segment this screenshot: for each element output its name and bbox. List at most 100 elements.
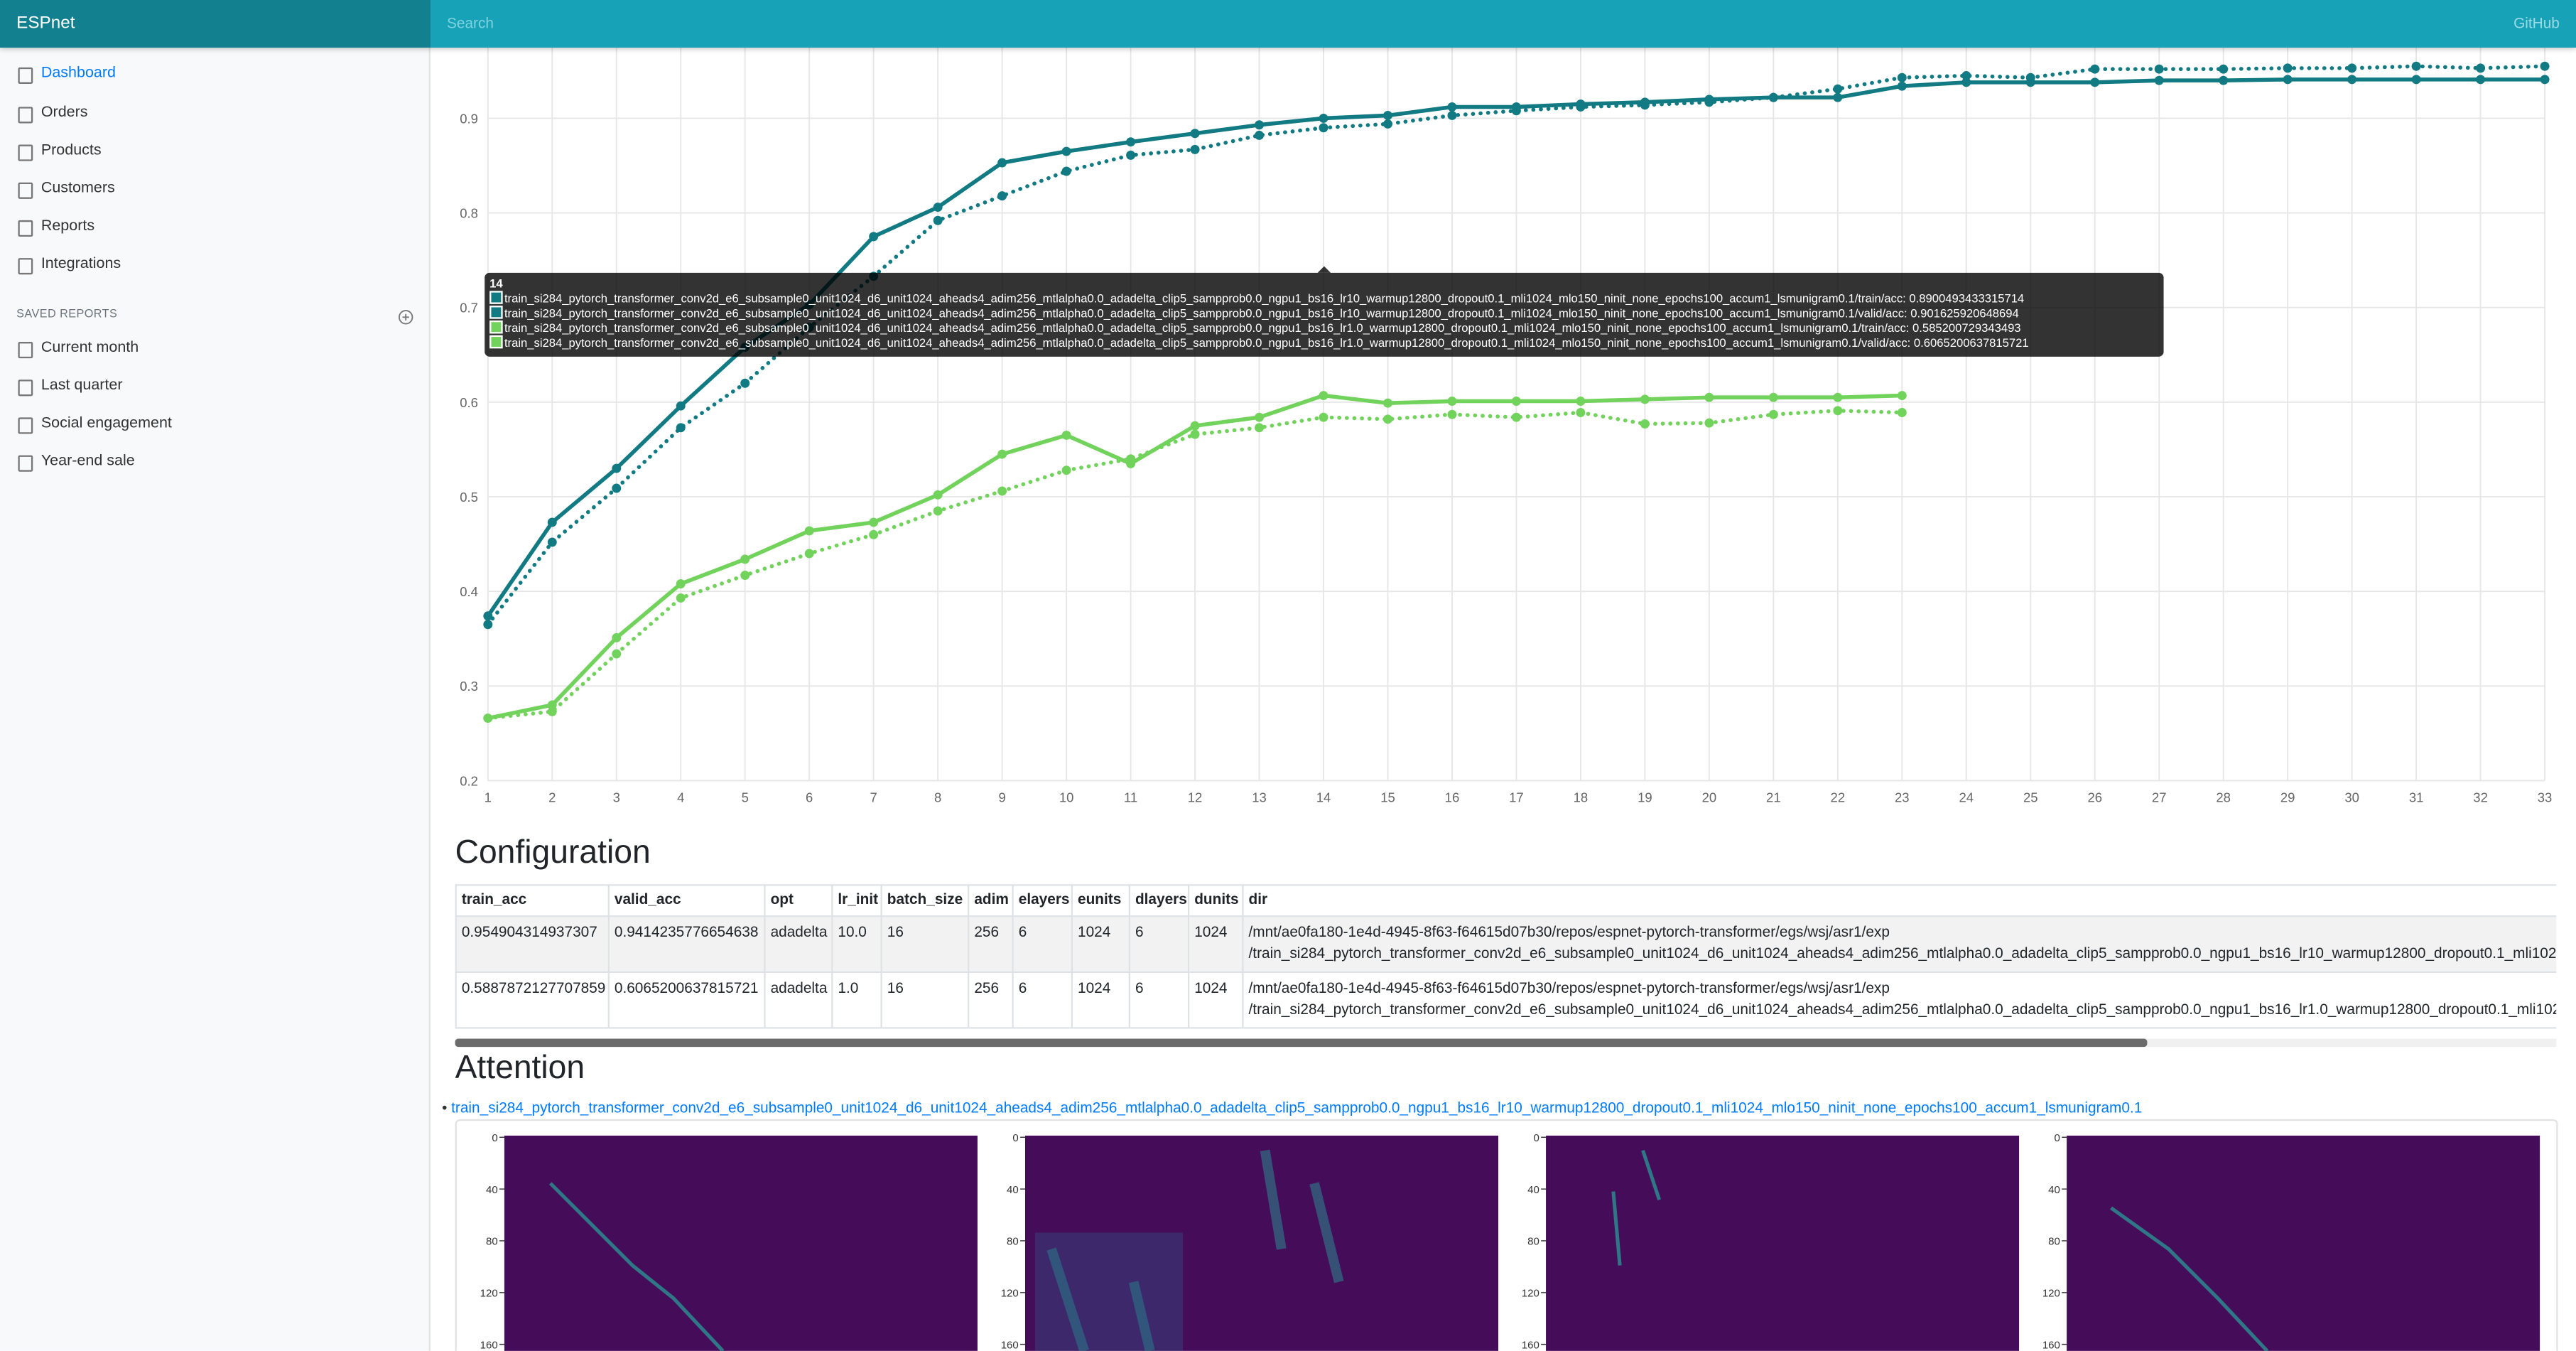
data-point bbox=[2154, 64, 2164, 74]
table-cell: 6 bbox=[1012, 971, 1073, 1029]
data-point bbox=[1255, 120, 1265, 130]
attention-pattern bbox=[1034, 1232, 1183, 1351]
column-header: elayers bbox=[1012, 884, 1073, 917]
x-tick-label: 6 bbox=[806, 790, 813, 805]
table-cell: 1.0 bbox=[831, 971, 882, 1029]
data-point bbox=[997, 191, 1007, 201]
data-point bbox=[612, 463, 622, 473]
tooltip-text: train_si284_pytorch_transformer_conv2d_e… bbox=[504, 306, 2019, 321]
x-tick-label: 27 bbox=[2152, 790, 2167, 805]
data-point bbox=[740, 378, 750, 388]
top-bar: ESPnet Search GitHub bbox=[0, 0, 2576, 48]
table-row: 0.5887872127707859 0.6065200637815721 adad… bbox=[455, 971, 2557, 1029]
scrollbar-thumb[interactable] bbox=[455, 1038, 2148, 1048]
y-tick-label: 80 bbox=[2048, 1236, 2060, 1248]
x-tick-label: 32 bbox=[2473, 790, 2488, 805]
saved-report[interactable]: Last quarter bbox=[40, 376, 123, 393]
tooltip-title: 14 bbox=[489, 276, 503, 291]
data-point bbox=[2219, 64, 2229, 74]
x-tick-label: 3 bbox=[613, 790, 620, 805]
config-table: train_acc valid_acc opt lr_init batch_size ad… bbox=[455, 884, 2557, 1029]
nav-item[interactable]: Dashboard bbox=[40, 64, 116, 81]
data-point bbox=[1511, 412, 1521, 422]
y-tick-label: 0.7 bbox=[460, 301, 478, 316]
data-point bbox=[1961, 71, 1971, 81]
data-point bbox=[1447, 397, 1457, 407]
nav-icon bbox=[18, 144, 33, 161]
data-point bbox=[2411, 75, 2421, 85]
data-point bbox=[1319, 412, 1328, 422]
nav-item[interactable]: Customers bbox=[40, 179, 115, 196]
data-point bbox=[933, 215, 943, 225]
saved-report[interactable]: Current month bbox=[40, 338, 139, 355]
y-tick-label: 0.6 bbox=[460, 395, 478, 410]
nav-item[interactable]: Products bbox=[40, 141, 102, 158]
data-point bbox=[1319, 123, 1328, 133]
data-point bbox=[1255, 130, 1265, 140]
x-tick-label: 31 bbox=[2409, 790, 2424, 805]
data-point bbox=[1190, 429, 1200, 439]
data-point bbox=[2283, 75, 2293, 85]
column-header: opt bbox=[764, 884, 833, 917]
x-tick-label: 1 bbox=[485, 790, 492, 805]
x-tick-label: 2 bbox=[548, 790, 556, 805]
nav-item[interactable]: Orders bbox=[40, 103, 88, 120]
github-link[interactable]: GitHub bbox=[2513, 14, 2560, 31]
y-tick-label: 120 bbox=[2042, 1288, 2060, 1300]
data-point bbox=[1061, 430, 1071, 440]
y-tick-label: 160 bbox=[480, 1339, 498, 1350]
table-wrapper: train_acc valid_acc opt lr_init batch_size ad… bbox=[455, 884, 2557, 1029]
section-heading: Configuration bbox=[455, 834, 651, 871]
column-header: valid_acc bbox=[607, 884, 766, 917]
nav-icon bbox=[18, 380, 33, 397]
section-heading: Attention bbox=[455, 1050, 585, 1087]
nav-item[interactable]: Integrations bbox=[40, 254, 121, 271]
table-cell: 256 bbox=[968, 971, 1014, 1029]
data-point bbox=[1833, 392, 1843, 402]
data-point bbox=[2283, 63, 2293, 73]
data-point bbox=[1126, 458, 1136, 468]
y-tick-label: 160 bbox=[1001, 1339, 1019, 1350]
saved-report[interactable]: Year-end sale bbox=[40, 451, 135, 469]
data-point bbox=[1897, 81, 1907, 91]
data-point bbox=[1833, 84, 1843, 94]
add-icon[interactable] bbox=[398, 309, 414, 325]
data-point bbox=[612, 483, 622, 493]
x-tick-label: 9 bbox=[998, 790, 1005, 805]
column-header: dir bbox=[1242, 884, 2557, 917]
attention-map bbox=[504, 1135, 978, 1351]
attention-map bbox=[2067, 1135, 2540, 1351]
data-point bbox=[1576, 99, 1586, 109]
y-tick-label: 40 bbox=[486, 1184, 498, 1196]
data-point bbox=[1833, 92, 1843, 102]
x-tick-label: 14 bbox=[1316, 790, 1331, 805]
data-point bbox=[740, 571, 750, 580]
tooltip-row: train_si284_pytorch_transformer_conv2d_e… bbox=[489, 320, 2159, 335]
search-input[interactable]: Search bbox=[447, 14, 494, 31]
x-tick-label: 10 bbox=[1059, 790, 1074, 805]
data-point bbox=[1704, 95, 1714, 104]
saved-report[interactable]: Social engagement bbox=[40, 414, 172, 431]
column-header: adim bbox=[968, 884, 1014, 917]
nav-item[interactable]: Reports bbox=[40, 217, 95, 234]
data-point bbox=[1319, 113, 1328, 123]
nav-icon bbox=[18, 107, 33, 124]
brand[interactable]: ESPnet bbox=[0, 0, 431, 48]
data-point bbox=[804, 549, 814, 559]
data-point bbox=[547, 700, 557, 710]
nav-icon bbox=[18, 220, 33, 237]
data-point bbox=[1897, 391, 1907, 401]
table-cell: adadelta bbox=[764, 915, 833, 973]
attention-link[interactable]: train_si284_pytorch_transformer_conv2d_e… bbox=[451, 1099, 2143, 1116]
section-title: SAVED REPORTS bbox=[16, 308, 118, 321]
data-point bbox=[1190, 144, 1200, 154]
data-point bbox=[676, 401, 686, 411]
column-header: eunits bbox=[1071, 884, 1130, 917]
attention-map bbox=[1025, 1135, 1498, 1351]
x-tick-label: 25 bbox=[2023, 790, 2038, 805]
data-point bbox=[2476, 75, 2486, 85]
data-point bbox=[1704, 418, 1714, 428]
tooltip-text: train_si284_pytorch_transformer_conv2d_e… bbox=[504, 320, 2021, 335]
data-point bbox=[1576, 408, 1586, 417]
data-point bbox=[740, 554, 750, 564]
